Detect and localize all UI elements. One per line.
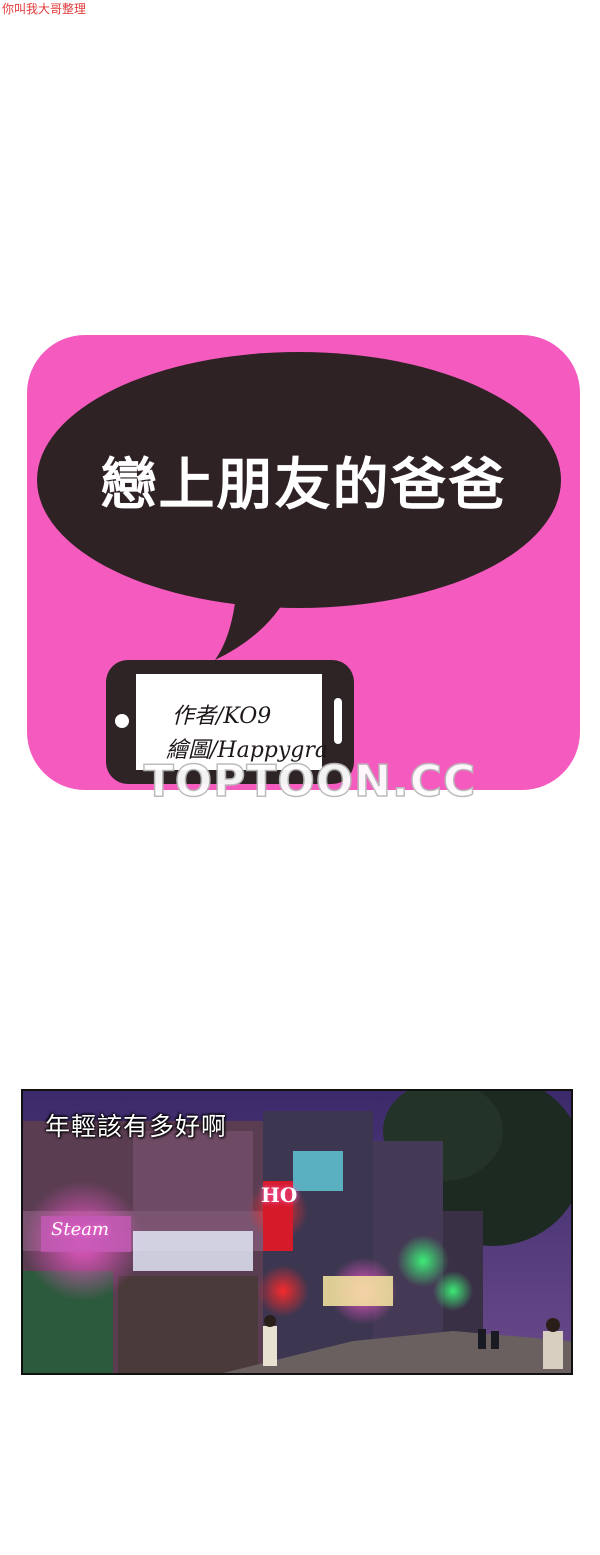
steam-sign: Steam	[51, 1219, 110, 1240]
author-credit: 作者/KO9	[172, 704, 272, 729]
phone-graphic: 作者/KO9 繪圖/Happygra	[106, 660, 354, 784]
watermark: TOPTOON.CC	[143, 755, 477, 808]
speech-bubble	[37, 352, 561, 660]
street-panel: 年輕該有多好啊 Steam HO	[21, 1089, 573, 1375]
phone-side-button	[334, 698, 342, 744]
street-scene-illustration	[23, 1091, 571, 1373]
comic-title: 戀上朋友的爸爸	[100, 453, 507, 518]
uploader-tag: 你叫我大哥整理	[2, 2, 87, 16]
panel-caption: 年輕該有多好啊	[45, 1112, 228, 1141]
phone-home-button	[115, 714, 129, 728]
ho-sign: HO	[261, 1183, 298, 1207]
phone-screen: 作者/KO9 繪圖/Happygra	[136, 674, 328, 770]
artist-credit: 繪圖/Happygra	[166, 738, 329, 763]
